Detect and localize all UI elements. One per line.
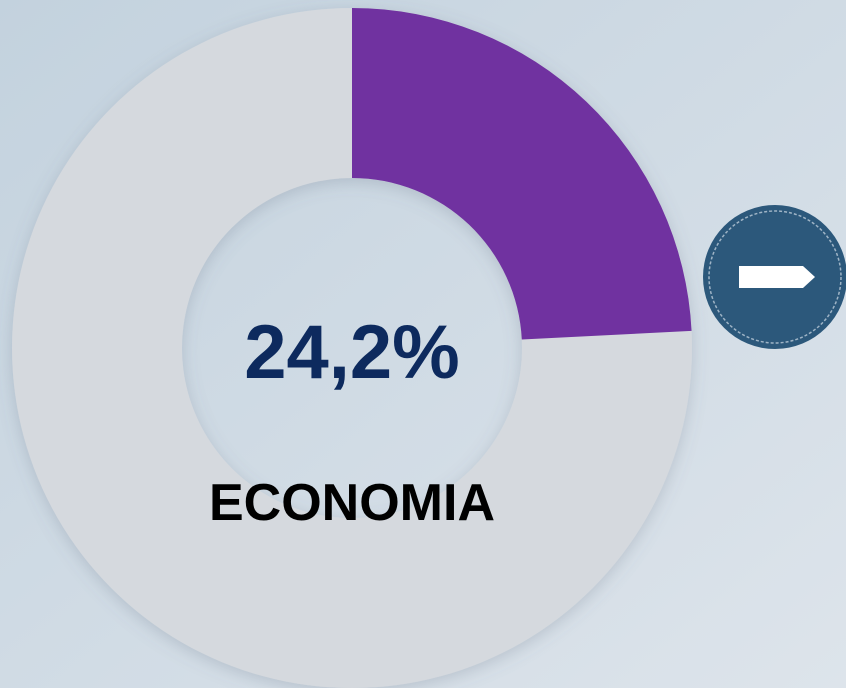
next-button[interactable]	[703, 205, 846, 349]
donut-segment	[352, 8, 692, 340]
arrow-icon	[739, 266, 815, 288]
donut	[11, 8, 692, 688]
category-label: ECONOMIA	[209, 474, 495, 532]
value-label: 24,2%	[244, 310, 460, 395]
button-ring	[708, 210, 842, 344]
